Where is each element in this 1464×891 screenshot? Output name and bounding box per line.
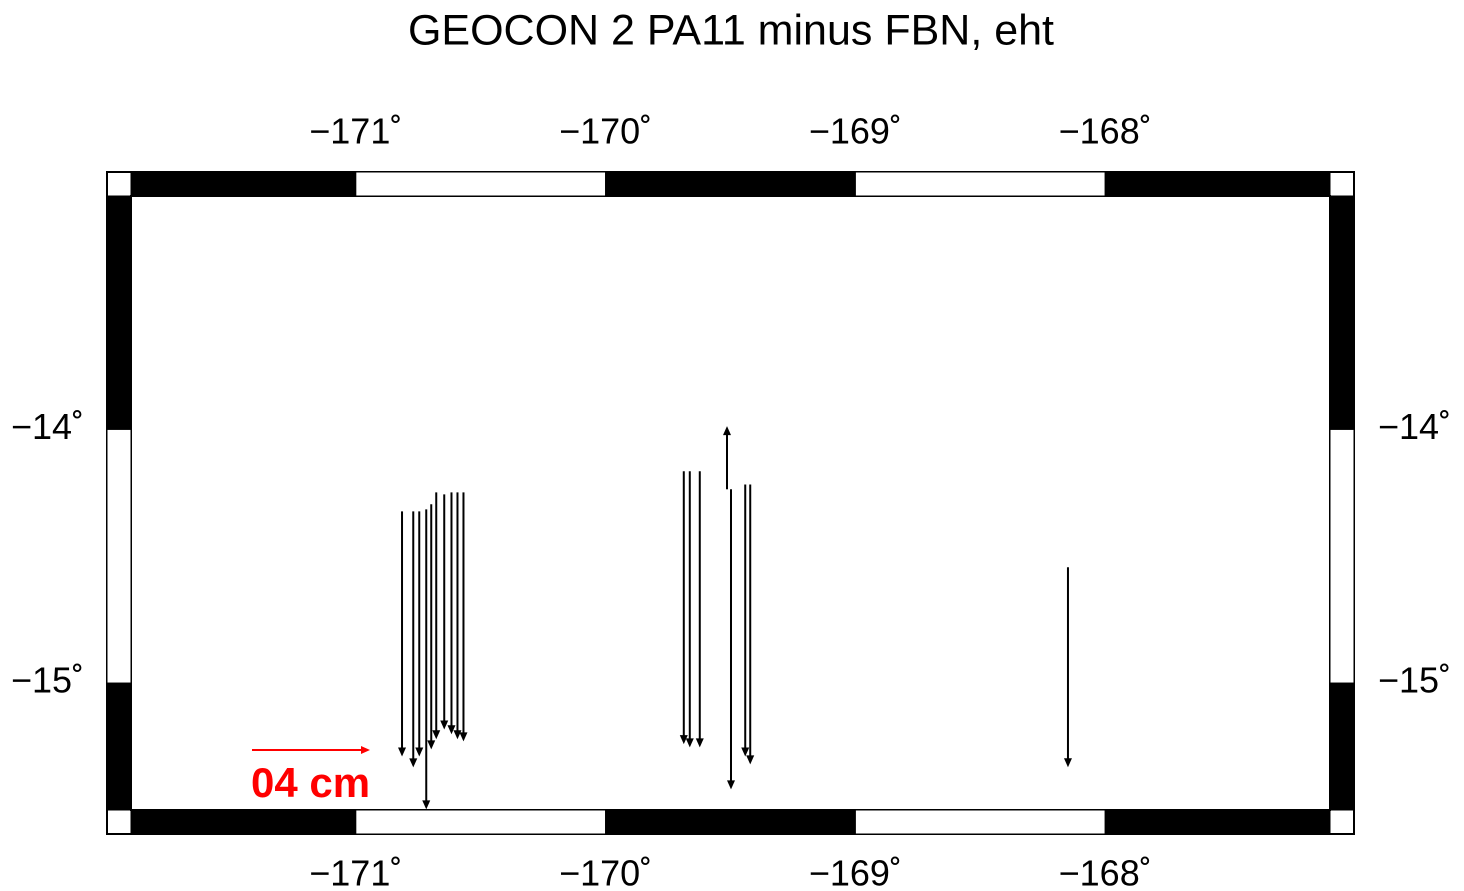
vector-arrow <box>453 492 462 740</box>
vector-arrow <box>415 511 424 757</box>
frame-band <box>1104 171 1331 197</box>
vector-arrow <box>685 471 694 748</box>
vector-arrow <box>422 509 431 810</box>
vector-arrow <box>1063 567 1072 768</box>
vector-arrow <box>679 471 688 745</box>
frame-band <box>1104 809 1331 835</box>
x-tick-label: −170˚ <box>559 111 652 152</box>
frame-band <box>355 171 607 197</box>
frame-band <box>106 428 132 684</box>
frame-band <box>1329 195 1355 430</box>
x-tick-label: −170˚ <box>559 853 652 891</box>
frame-band <box>854 809 1106 835</box>
x-tick-label: −168˚ <box>1059 111 1152 152</box>
x-tick-label: −169˚ <box>809 111 902 152</box>
frame-band <box>130 171 357 197</box>
y-tick-label: −14˚ <box>11 406 84 447</box>
y-tick-label: −14˚ <box>1378 406 1451 447</box>
y-tick-label: −15˚ <box>11 660 84 701</box>
frame-band <box>130 809 357 835</box>
vector-arrow <box>427 504 436 750</box>
frame-band <box>355 809 607 835</box>
vector-arrow <box>723 426 732 490</box>
vector-arrow <box>746 484 755 765</box>
x-tick-label: −171˚ <box>309 111 402 152</box>
vector-arrow <box>695 471 704 748</box>
vector-arrow <box>459 492 468 742</box>
frame-band <box>854 171 1106 197</box>
vector-arrow <box>398 511 407 757</box>
frame-band <box>106 682 132 811</box>
frame-band <box>605 809 856 835</box>
vector-arrow <box>726 489 735 790</box>
frame-band <box>106 195 132 430</box>
map-title: GEOCON 2 PA11 minus FBN, eht <box>408 6 1054 54</box>
vector-arrow <box>447 492 456 735</box>
scale-arrow <box>252 746 370 754</box>
vector-arrow <box>440 494 449 730</box>
y-tick-label: −15˚ <box>1378 660 1451 701</box>
frame-band <box>1329 682 1355 811</box>
vector-arrow <box>432 492 441 740</box>
scale-label: 04 cm <box>251 759 370 806</box>
vector-arrow <box>409 511 418 768</box>
frame-band <box>1329 428 1355 684</box>
vector-arrow <box>741 484 750 757</box>
x-tick-label: −168˚ <box>1059 853 1152 891</box>
frame-band <box>605 171 856 197</box>
x-tick-label: −169˚ <box>809 853 902 891</box>
x-tick-label: −171˚ <box>309 853 402 891</box>
